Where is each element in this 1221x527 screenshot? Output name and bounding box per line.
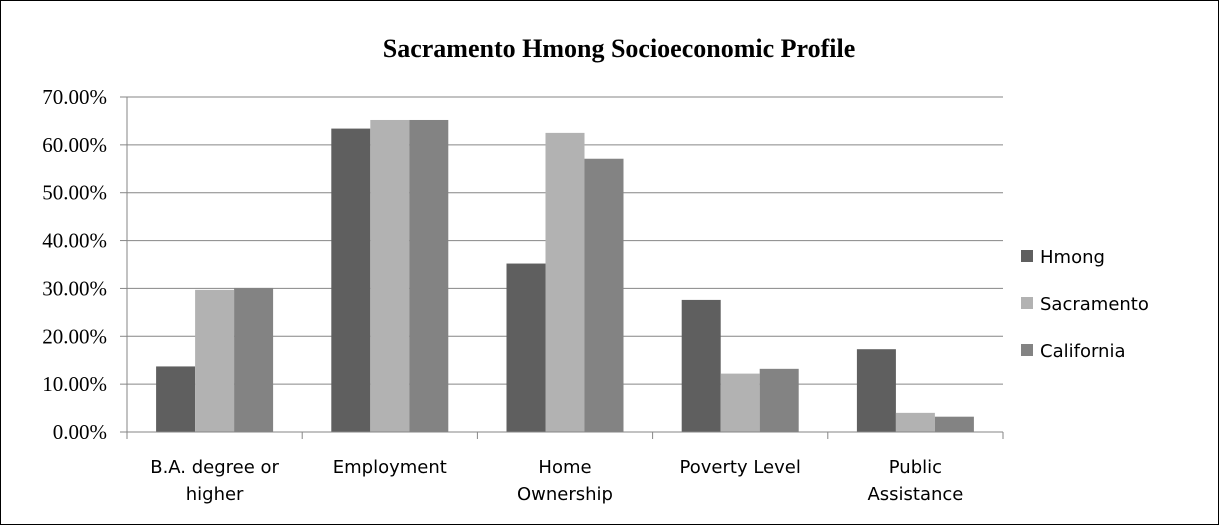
bar-california-4	[934, 416, 974, 432]
legend-swatch	[1021, 344, 1033, 356]
bar-hmong-4	[856, 349, 896, 432]
bar-sacramento-2	[545, 132, 585, 432]
bar-hmong-0	[156, 366, 196, 432]
bar-california-0	[234, 287, 274, 432]
x-tick-label: Public	[889, 457, 942, 478]
y-axis-ticks: 0.00% 10.00% 20.00% 30.00% 40.00% 50.00% 60.00…	[42, 85, 127, 444]
legend-swatch	[1021, 297, 1033, 309]
bar-hmong-3	[681, 299, 721, 432]
y-tick-label: 40.00%	[42, 229, 107, 253]
x-tick-label: B.A. degree or	[150, 457, 279, 478]
y-tick-label: 30.00%	[42, 276, 107, 300]
bar-sacramento-1	[370, 119, 410, 432]
bar-sacramento-0	[195, 289, 235, 432]
legend-label: California	[1040, 341, 1125, 362]
x-tick-label: higher	[186, 484, 244, 505]
bar-california-2	[584, 158, 624, 432]
bar-sacramento-3	[720, 373, 760, 432]
y-tick-label: 50.00%	[42, 181, 107, 205]
legend-swatch	[1021, 250, 1033, 262]
axes	[126, 97, 1004, 439]
bar-hmong-1	[331, 128, 371, 433]
y-tick-label: 20.00%	[42, 324, 107, 348]
bars	[156, 119, 974, 433]
x-tick-label: Home	[538, 457, 591, 478]
y-tick-label: 0.00%	[53, 420, 107, 444]
x-tick-label: Employment	[333, 457, 447, 478]
chart-title: Sacramento Hmong Socioeconomic Profile	[383, 34, 855, 63]
legend: Hmong Sacramento California	[1021, 247, 1149, 362]
x-axis-ticks: B.A. degree or higher Employment Home Owners…	[150, 457, 963, 505]
x-tick-label: Assistance	[867, 484, 963, 505]
legend-label: Hmong	[1040, 247, 1105, 268]
bar-california-1	[409, 119, 449, 432]
y-tick-label: 60.00%	[42, 133, 107, 157]
legend-label: Sacramento	[1040, 294, 1149, 315]
y-tick-label: 70.00%	[42, 85, 107, 109]
bar-california-3	[759, 368, 799, 432]
bar-hmong-2	[506, 263, 546, 432]
x-tick-label: Poverty Level	[680, 457, 801, 478]
bar-sacramento-4	[895, 412, 935, 432]
x-tick-label: Ownership	[517, 484, 613, 505]
y-tick-label: 10.00%	[42, 372, 107, 396]
